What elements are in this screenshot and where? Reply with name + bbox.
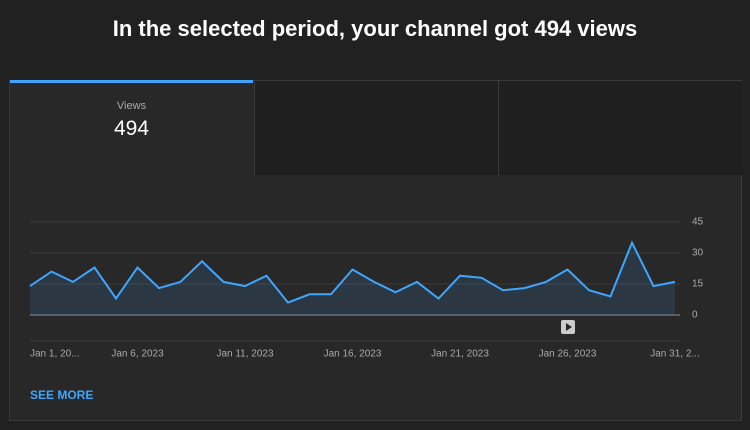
metric-tab[interactable]: Views 494 (10, 80, 253, 177)
play-icon[interactable] (561, 320, 575, 334)
x-tick-label: Jan 16, 2023 (324, 349, 382, 360)
x-tick-label: Jan 31, 2... (650, 349, 699, 360)
series-area (30, 242, 675, 315)
x-tick-label: Jan 1, 20... (30, 349, 79, 360)
metric-label: Views (116, 100, 147, 112)
y-tick-label: 30 (692, 248, 704, 259)
metric-value: 494 (113, 117, 150, 140)
play-icon-glyph (566, 323, 572, 331)
x-tick-label: Jan 26, 2023 (539, 349, 597, 360)
analytics-card: Views 494 (9, 80, 742, 421)
see-more-link[interactable]: SEE MORE (30, 388, 94, 402)
empty-tab (498, 81, 742, 175)
y-tick-label: 45 (692, 217, 704, 228)
x-tick-label: Jan 6, 2023 (111, 349, 164, 360)
empty-tab (254, 81, 498, 175)
x-tick-label: Jan 11, 2023 (216, 349, 274, 360)
y-tick-label: 0 (692, 310, 698, 321)
y-tick-label: 15 (692, 279, 704, 290)
page-title: In the selected period, your channel got… (112, 16, 638, 41)
x-tick-label: Jan 21, 2023 (431, 349, 489, 360)
series-line (29, 240, 676, 304)
